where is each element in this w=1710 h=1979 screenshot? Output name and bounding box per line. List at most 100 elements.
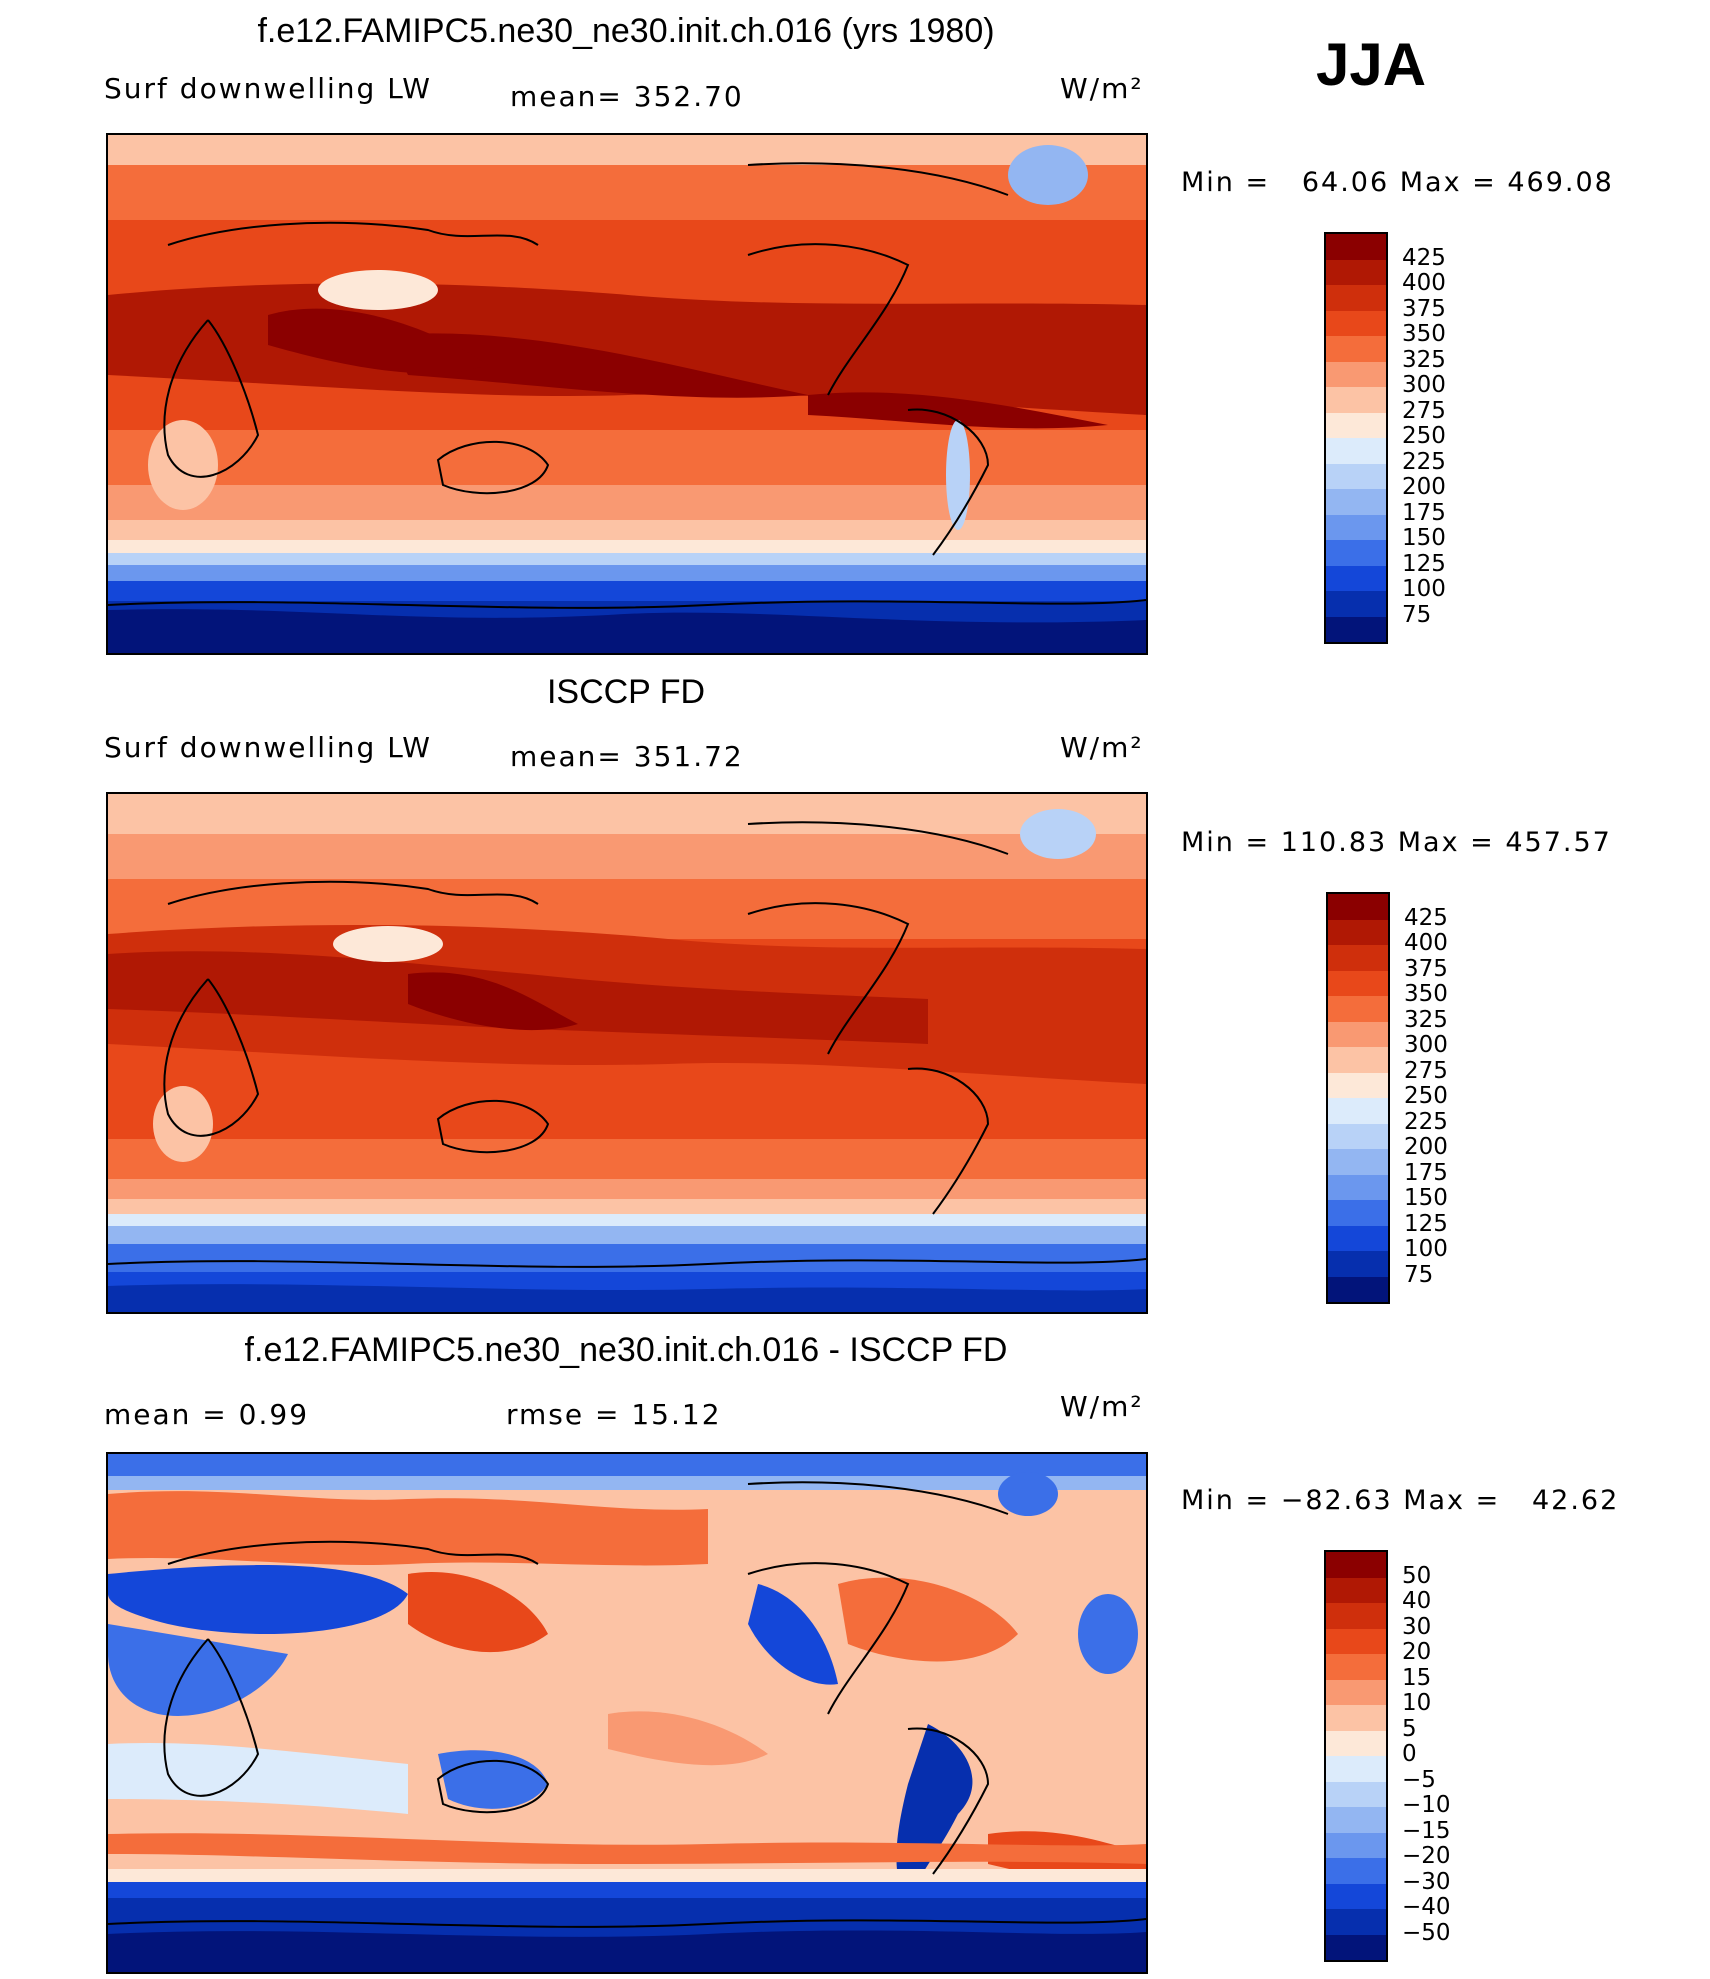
colorbar-tick-label: 375 (1404, 955, 1448, 982)
colorbar-swatch (1326, 463, 1386, 490)
panel-3-map-field (108, 1454, 1146, 1972)
colorbar-tick-label: −15 (1402, 1817, 1451, 1844)
colorbar-swatch (1326, 387, 1386, 414)
colorbar-tick-label: 300 (1402, 372, 1446, 398)
panel-2-map (106, 792, 1148, 1314)
colorbar-tick-label: 40 (1402, 1588, 1432, 1614)
colorbar-swatch (1328, 1021, 1388, 1048)
panel-3-title: f.e12.FAMIPC5.ne30_ne30.init.ch.016 - IS… (244, 1331, 1008, 1369)
colorbar-swatch (1328, 1276, 1388, 1302)
colorbar-swatch (1326, 1807, 1386, 1834)
panel-2-variable-label: Surf downwelling LW (104, 731, 432, 764)
colorbar-swatch (1326, 1552, 1386, 1579)
colorbar-tick-label: 10 (1402, 1690, 1432, 1716)
colorbar-swatch (1326, 1679, 1386, 1706)
colorbar-swatch (1326, 1832, 1386, 1859)
colorbar-tick-label: 150 (1402, 525, 1446, 551)
panel-1-map-field (108, 135, 1146, 653)
panel-1-variable-label: Surf downwelling LW (104, 72, 432, 105)
colorbar-swatch (1326, 1654, 1386, 1681)
colorbar-tick-label: 300 (1404, 1032, 1448, 1058)
colorbar-swatch (1326, 259, 1386, 286)
colorbar-tick-label: −10 (1402, 1792, 1451, 1818)
colorbar-tick-label: 400 (1402, 270, 1446, 296)
colorbar-swatch (1326, 1858, 1386, 1885)
colorbar-swatch (1326, 361, 1386, 388)
colorbar-tick-label: −5 (1402, 1766, 1436, 1793)
colorbar-tick-label: 400 (1404, 930, 1448, 956)
colorbar-swatch (1328, 1123, 1388, 1150)
colorbar-swatch (1328, 1149, 1388, 1176)
colorbar-swatch (1326, 489, 1386, 516)
colorbar-tick-label: 325 (1404, 1006, 1448, 1033)
colorbar-tick-label: 75 (1402, 601, 1432, 628)
colorbar-tick-label: 30 (1402, 1613, 1432, 1640)
colorbar-tick-label: 250 (1404, 1083, 1448, 1109)
colorbar-swatch (1328, 996, 1388, 1023)
colorbar-swatch (1326, 514, 1386, 541)
panel-3-min-max: Min = −82.63 Max = 42.62 (1181, 1485, 1620, 1516)
colorbar-swatch (1328, 1251, 1388, 1278)
colorbar-swatch (1326, 1909, 1386, 1936)
colorbar-tick-label: 0 (1402, 1741, 1417, 1767)
colorbar-swatch (1328, 1072, 1388, 1099)
panel-2-mean-label: mean= 351.72 (510, 740, 744, 773)
panel-3-rmse-label: rmse = 15.12 (506, 1398, 722, 1431)
colorbar-swatch (1328, 1174, 1388, 1201)
colorbar-swatch (1326, 1934, 1386, 1960)
colorbar-tick-label: −30 (1402, 1868, 1451, 1895)
colorbar-tick-label: 275 (1404, 1057, 1448, 1084)
colorbar-swatch (1326, 1781, 1386, 1808)
colorbar-tick-label: 150 (1404, 1185, 1448, 1211)
colorbar-swatch (1326, 310, 1386, 337)
colorbar-tick-label: 5 (1402, 1715, 1417, 1742)
colorbar-tick-label: 15 (1402, 1664, 1432, 1691)
panel-3-units-label: W/m² (1060, 1390, 1144, 1423)
panel-1-units-label: W/m² (1060, 72, 1144, 105)
colorbar-swatch (1326, 591, 1386, 618)
colorbar-tick-label: 225 (1404, 1108, 1448, 1135)
colorbar-tick-label: 325 (1402, 346, 1446, 373)
colorbar-swatch (1326, 336, 1386, 363)
colorbar-swatch (1328, 945, 1388, 972)
colorbar-tick-label: 175 (1402, 499, 1446, 526)
colorbar-swatch (1326, 234, 1386, 261)
colorbar-tick-label: 125 (1404, 1210, 1448, 1237)
colorbar-swatch (1328, 970, 1388, 997)
colorbar-tick-label: −50 (1402, 1919, 1451, 1946)
colorbar-swatch (1326, 438, 1386, 465)
panel-2-min-max: Min = 110.83 Max = 457.57 (1181, 827, 1612, 858)
colorbar-swatch (1326, 412, 1386, 439)
panel-1-min-max: Min = 64.06 Max = 469.08 (1181, 167, 1614, 198)
colorbar-tick-label: 75 (1404, 1261, 1434, 1288)
colorbar-swatch (1328, 1200, 1388, 1227)
panel-1-title: f.e12.FAMIPC5.ne30_ne30.init.ch.016 (yrs… (257, 12, 995, 50)
colorbar-tick-label: 250 (1402, 423, 1446, 449)
colorbar-swatch (1328, 894, 1388, 921)
panel-2-title: ISCCP FD (546, 673, 706, 711)
panel-3-map (106, 1452, 1148, 1974)
colorbar-swatch (1326, 540, 1386, 567)
panel-3-mean-label: mean = 0.99 (104, 1398, 310, 1431)
colorbar-tick-label: 200 (1402, 474, 1446, 500)
colorbar-swatch (1328, 1098, 1388, 1125)
colorbar-tick-label: 350 (1402, 321, 1446, 347)
colorbar-swatch (1328, 1225, 1388, 1252)
colorbar-tick-label: 350 (1404, 981, 1448, 1007)
colorbar-swatch (1326, 1730, 1386, 1757)
colorbar-tick-label: 50 (1402, 1562, 1432, 1589)
colorbar-tick-label: 200 (1404, 1134, 1448, 1160)
colorbar-swatch (1326, 1756, 1386, 1783)
panel-2-map-field (108, 794, 1146, 1312)
panel-1-mean-label: mean= 352.70 (510, 80, 744, 113)
colorbar-swatch (1326, 616, 1386, 642)
season-label: JJA (1316, 31, 1427, 98)
colorbar-swatch (1326, 1603, 1386, 1630)
colorbar-swatch (1326, 1577, 1386, 1604)
colorbar-swatch (1326, 1883, 1386, 1910)
colorbar-swatch (1328, 919, 1388, 946)
colorbar-tick-label: 125 (1402, 550, 1446, 577)
colorbar-tick-label: 100 (1404, 1236, 1448, 1262)
colorbar-swatch (1326, 1705, 1386, 1732)
colorbar-tick-label: 425 (1402, 244, 1446, 271)
